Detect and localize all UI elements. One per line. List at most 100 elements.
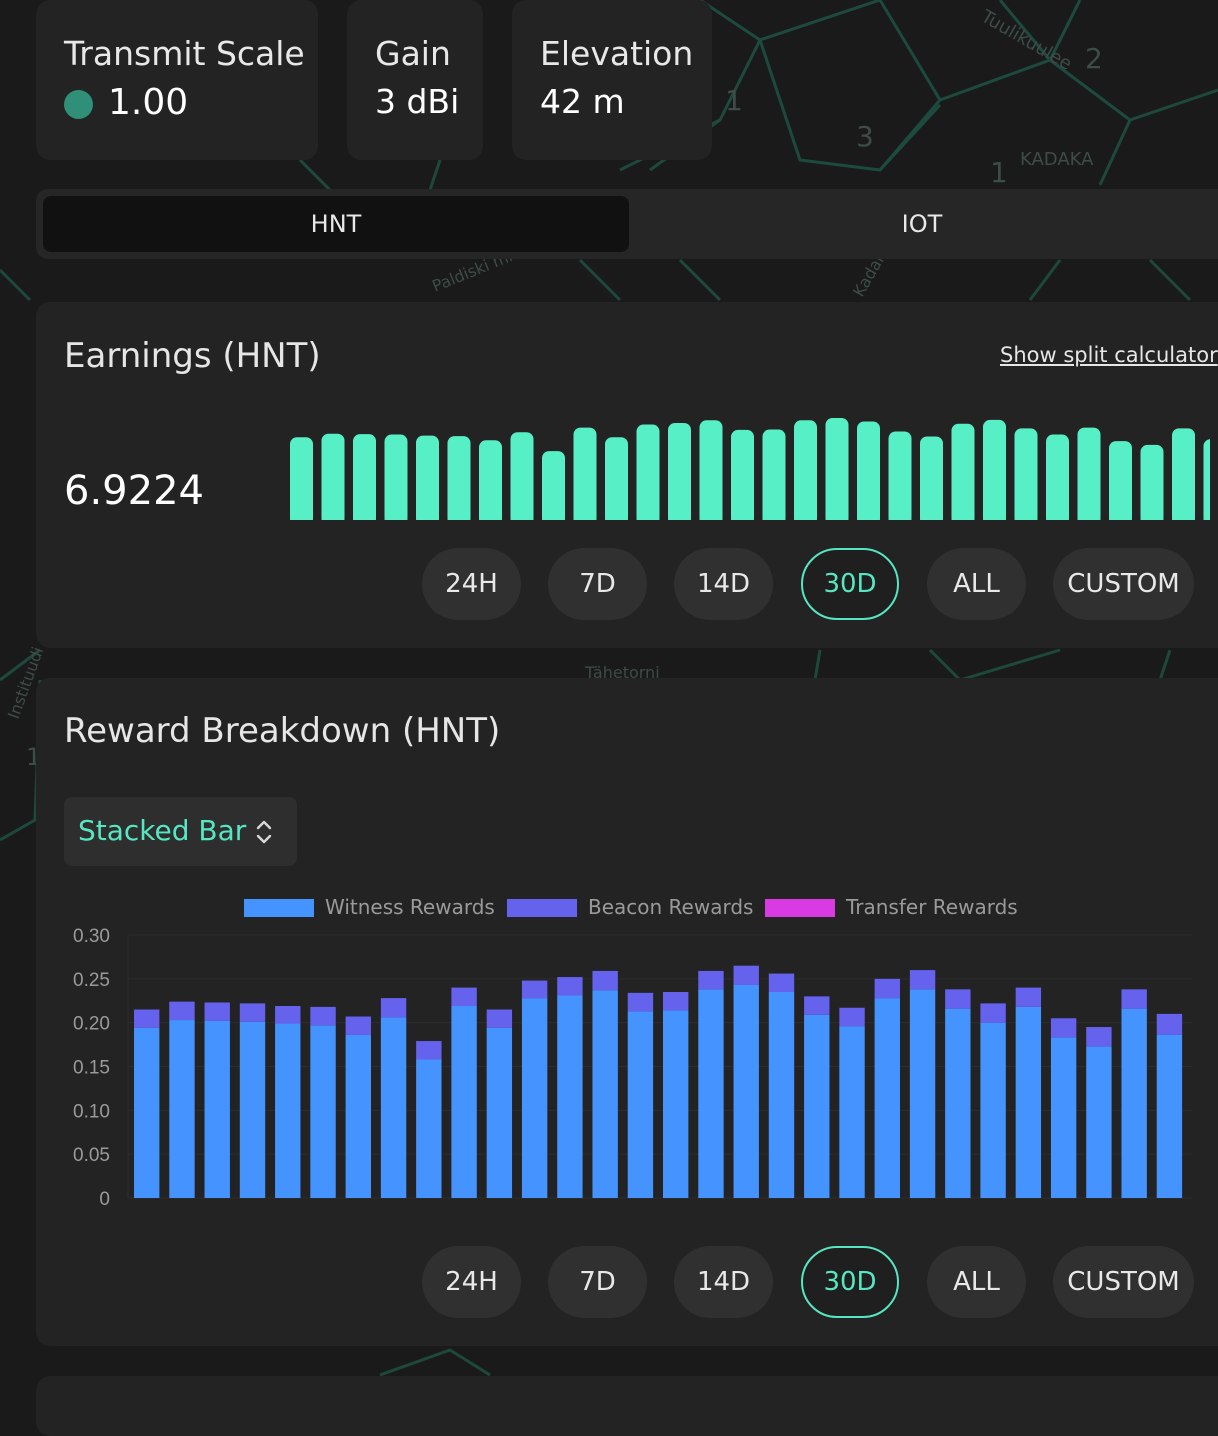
legend-witness-swatch bbox=[244, 899, 314, 917]
bar-segment-witness bbox=[1015, 1006, 1042, 1198]
earnings-bar bbox=[447, 436, 471, 522]
bar-segment-witness bbox=[451, 1006, 477, 1198]
map-zone-number: 1 bbox=[725, 84, 743, 117]
map-district-label: KADAKA bbox=[1020, 149, 1094, 170]
y-tick-label: 0 bbox=[99, 1189, 110, 1210]
reward-breakdown-chart: 0 0.05 0.10 0.15 0.20 0.25 0.30 bbox=[73, 926, 1192, 1210]
bar-segment-beacon bbox=[1015, 987, 1042, 1007]
legend-witness-label: Witness Rewards bbox=[325, 895, 495, 919]
legend-transfer-label: Transfer Rewards bbox=[846, 895, 1018, 919]
earnings-range-24h-button[interactable]: 24H bbox=[422, 548, 521, 620]
bar-segment-witness bbox=[909, 989, 936, 1198]
earnings-bar bbox=[1203, 439, 1210, 522]
earnings-bar bbox=[857, 421, 880, 522]
earnings-bar bbox=[825, 417, 849, 522]
gain-card: Gain 3 dBi bbox=[347, 0, 483, 160]
bar-segment-beacon bbox=[768, 973, 795, 992]
earnings-bar bbox=[1140, 444, 1164, 522]
bar-segment-beacon bbox=[486, 1009, 513, 1028]
bar-segment-beacon bbox=[169, 1001, 195, 1021]
bar-segment-witness bbox=[627, 1011, 654, 1198]
bar-segment-beacon bbox=[839, 1007, 865, 1027]
earnings-range-all-button[interactable]: ALL bbox=[927, 548, 1026, 620]
earnings-bar bbox=[920, 436, 943, 522]
breakdown-range-7d-button[interactable]: 7D bbox=[548, 1246, 647, 1318]
bar-segment-beacon bbox=[627, 992, 654, 1012]
bar-segment-witness bbox=[1121, 1008, 1147, 1198]
tab-hnt[interactable]: HNT bbox=[43, 196, 629, 252]
earnings-range-30d-button[interactable]: 30D bbox=[801, 548, 899, 620]
earnings-bar bbox=[668, 422, 691, 522]
earnings-range-7d-button[interactable]: 7D bbox=[548, 548, 647, 620]
earnings-bar bbox=[983, 419, 1006, 522]
y-tick-label: 0.20 bbox=[73, 1014, 110, 1035]
earnings-range-14d-button[interactable]: 14D bbox=[674, 548, 773, 620]
gain-value: 3 dBi bbox=[375, 82, 460, 121]
bar-segment-witness bbox=[239, 1021, 266, 1198]
breakdown-range-all-button[interactable]: ALL bbox=[927, 1246, 1026, 1318]
breakdown-range-30d-button[interactable]: 30D bbox=[801, 1246, 899, 1318]
breakdown-range-custom-button[interactable]: CUSTOM bbox=[1053, 1246, 1194, 1318]
bar-segment-witness bbox=[275, 1023, 301, 1198]
bar-segment-witness bbox=[486, 1027, 513, 1198]
bar-segment-witness bbox=[345, 1034, 371, 1198]
earnings-total: 6.9224 bbox=[64, 468, 204, 514]
earnings-range-custom-button[interactable]: CUSTOM bbox=[1053, 548, 1194, 620]
transmit-scale-value: 1.00 bbox=[108, 82, 189, 123]
legend-beacon-swatch bbox=[507, 899, 577, 917]
earnings-bar bbox=[542, 451, 565, 522]
map-street-label: Tähetorni bbox=[584, 663, 660, 682]
earnings-bar bbox=[1172, 428, 1195, 522]
bar-segment-beacon bbox=[416, 1041, 442, 1060]
bar-segment-beacon bbox=[1156, 1013, 1183, 1035]
earnings-bar bbox=[353, 434, 376, 522]
bar-segment-witness bbox=[980, 1022, 1006, 1198]
bar-segment-witness bbox=[945, 1008, 971, 1198]
bar-segment-witness bbox=[592, 990, 618, 1198]
earnings-bar bbox=[731, 429, 754, 522]
transmit-scale-card: Transmit Scale 1.00 bbox=[36, 0, 318, 160]
chart-type-select-value: Stacked Bar bbox=[78, 814, 247, 847]
bar-segment-witness bbox=[416, 1059, 442, 1198]
bar-segment-beacon bbox=[239, 1003, 266, 1022]
chart-type-select[interactable]: Stacked Bar bbox=[64, 797, 297, 866]
bar-segment-witness bbox=[134, 1027, 160, 1198]
bar-segment-witness bbox=[698, 989, 724, 1198]
bar-segment-beacon bbox=[874, 978, 900, 999]
earnings-title: Earnings (HNT) bbox=[64, 336, 321, 376]
earnings-bar bbox=[794, 420, 817, 522]
elevation-card: Elevation 42 m bbox=[512, 0, 712, 160]
earnings-bar bbox=[290, 437, 313, 522]
bar-segment-beacon bbox=[663, 991, 689, 1011]
bar-segment-witness bbox=[380, 1017, 407, 1198]
elevation-label: Elevation bbox=[540, 34, 694, 73]
earnings-bar bbox=[1077, 427, 1101, 522]
bar-segment-beacon bbox=[345, 1016, 371, 1035]
gain-label: Gain bbox=[375, 34, 451, 73]
legend-beacon-label: Beacon Rewards bbox=[588, 895, 754, 919]
bar-segment-beacon bbox=[909, 970, 936, 990]
earnings-bar bbox=[636, 424, 660, 522]
earnings-bar bbox=[699, 420, 723, 522]
earnings-bar bbox=[384, 434, 408, 522]
reward-breakdown-title: Reward Breakdown (HNT) bbox=[64, 711, 501, 751]
bar-segment-witness bbox=[169, 1020, 195, 1198]
earnings-bar bbox=[1046, 434, 1069, 522]
map-zone-number: 1 bbox=[990, 156, 1008, 189]
bar-segment-witness bbox=[733, 984, 759, 1198]
breakdown-range-24h-button[interactable]: 24H bbox=[422, 1246, 521, 1318]
earnings-baseline-mask bbox=[250, 520, 1210, 522]
show-split-calculator-link[interactable]: Show split calculator bbox=[1000, 343, 1218, 367]
earnings-bar bbox=[888, 431, 912, 522]
breakdown-range-14d-button[interactable]: 14D bbox=[674, 1246, 773, 1318]
earnings-card: Earnings (HNT) Show split calculator 6.9… bbox=[36, 302, 1218, 648]
map-zone-number: 2 bbox=[1085, 42, 1103, 75]
token-tab-bar: HNT IOT bbox=[36, 189, 1218, 259]
earnings-bar-chart bbox=[250, 417, 1210, 522]
y-tick-label: 0.05 bbox=[73, 1145, 110, 1166]
bar-segment-beacon bbox=[945, 989, 971, 1009]
tab-iot[interactable]: IOT bbox=[901, 210, 943, 238]
y-tick-label: 0.10 bbox=[73, 1101, 110, 1122]
earnings-bar bbox=[416, 435, 439, 522]
bar-segment-beacon bbox=[698, 970, 724, 990]
